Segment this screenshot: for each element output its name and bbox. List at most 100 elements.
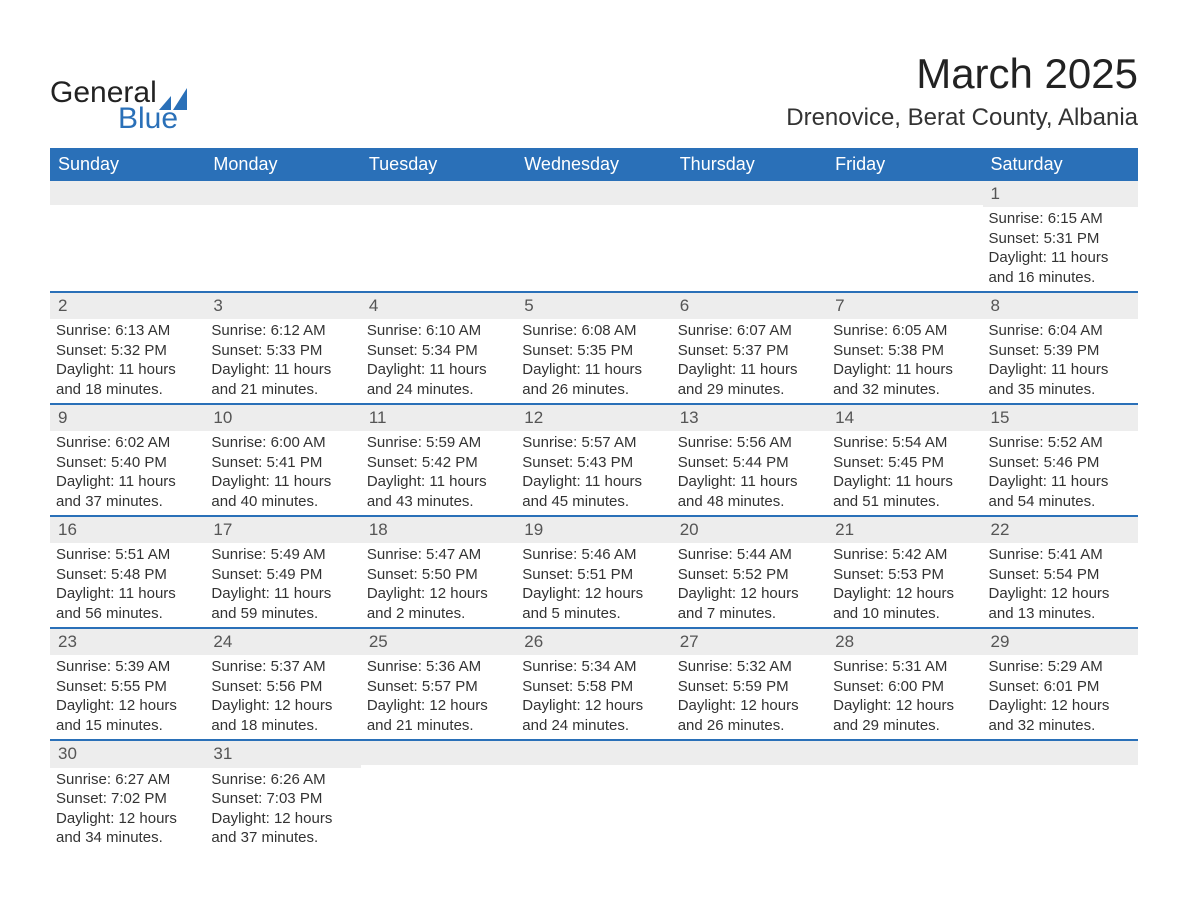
day-cell xyxy=(827,741,982,851)
day-number: 24 xyxy=(205,629,360,655)
day-sunrise: Sunrise: 5:51 AM xyxy=(56,545,199,565)
day-number xyxy=(516,181,671,205)
day-sunrise: Sunrise: 6:08 AM xyxy=(522,321,665,341)
day-number xyxy=(516,741,671,765)
day-sunset: Sunset: 5:58 PM xyxy=(522,677,665,697)
day-sunrise: Sunrise: 5:37 AM xyxy=(211,657,354,677)
day-cell xyxy=(361,741,516,851)
day-sunset: Sunset: 5:41 PM xyxy=(211,453,354,473)
day-sunset: Sunset: 5:35 PM xyxy=(522,341,665,361)
day-sunrise: Sunrise: 5:57 AM xyxy=(522,433,665,453)
day-dl2: and 32 minutes. xyxy=(989,716,1132,736)
day-sunset: Sunset: 5:32 PM xyxy=(56,341,199,361)
day-dl1: Daylight: 11 hours xyxy=(989,360,1132,380)
day-cell xyxy=(827,181,982,291)
day-dl1: Daylight: 11 hours xyxy=(56,584,199,604)
day-sunset: Sunset: 6:00 PM xyxy=(833,677,976,697)
day-number: 3 xyxy=(205,293,360,319)
day-dl2: and 10 minutes. xyxy=(833,604,976,624)
day-sunrise: Sunrise: 6:27 AM xyxy=(56,770,199,790)
day-cell: 4Sunrise: 6:10 AMSunset: 5:34 PMDaylight… xyxy=(361,293,516,403)
day-cell: 8Sunrise: 6:04 AMSunset: 5:39 PMDaylight… xyxy=(983,293,1138,403)
day-dl2: and 48 minutes. xyxy=(678,492,821,512)
day-dl2: and 56 minutes. xyxy=(56,604,199,624)
brand-logo: General Blue xyxy=(50,50,187,134)
day-cell: 30Sunrise: 6:27 AMSunset: 7:02 PMDayligh… xyxy=(50,741,205,851)
day-sunrise: Sunrise: 5:31 AM xyxy=(833,657,976,677)
day-details: Sunrise: 5:44 AMSunset: 5:52 PMDaylight:… xyxy=(672,543,827,627)
day-cell: 3Sunrise: 6:12 AMSunset: 5:33 PMDaylight… xyxy=(205,293,360,403)
day-dl1: Daylight: 12 hours xyxy=(989,584,1132,604)
day-dl2: and 7 minutes. xyxy=(678,604,821,624)
day-number: 2 xyxy=(50,293,205,319)
day-number: 17 xyxy=(205,517,360,543)
day-dl2: and 15 minutes. xyxy=(56,716,199,736)
day-dl1: Daylight: 12 hours xyxy=(522,696,665,716)
day-sunset: Sunset: 6:01 PM xyxy=(989,677,1132,697)
day-sunset: Sunset: 5:44 PM xyxy=(678,453,821,473)
day-dl1: Daylight: 12 hours xyxy=(367,696,510,716)
weekday-label: Sunday xyxy=(50,148,205,181)
day-sunset: Sunset: 5:53 PM xyxy=(833,565,976,585)
day-number: 8 xyxy=(983,293,1138,319)
day-cell xyxy=(361,181,516,291)
day-sunrise: Sunrise: 5:32 AM xyxy=(678,657,821,677)
day-details: Sunrise: 5:51 AMSunset: 5:48 PMDaylight:… xyxy=(50,543,205,627)
day-details: Sunrise: 5:57 AMSunset: 5:43 PMDaylight:… xyxy=(516,431,671,515)
day-number: 7 xyxy=(827,293,982,319)
day-number: 16 xyxy=(50,517,205,543)
day-cell: 13Sunrise: 5:56 AMSunset: 5:44 PMDayligh… xyxy=(672,405,827,515)
day-cell: 16Sunrise: 5:51 AMSunset: 5:48 PMDayligh… xyxy=(50,517,205,627)
day-dl2: and 21 minutes. xyxy=(211,380,354,400)
day-dl1: Daylight: 12 hours xyxy=(211,809,354,829)
day-details: Sunrise: 5:47 AMSunset: 5:50 PMDaylight:… xyxy=(361,543,516,627)
day-sunset: Sunset: 5:48 PM xyxy=(56,565,199,585)
day-dl1: Daylight: 11 hours xyxy=(833,360,976,380)
day-dl2: and 24 minutes. xyxy=(522,716,665,736)
day-dl1: Daylight: 12 hours xyxy=(522,584,665,604)
day-cell: 21Sunrise: 5:42 AMSunset: 5:53 PMDayligh… xyxy=(827,517,982,627)
day-cell: 31Sunrise: 6:26 AMSunset: 7:03 PMDayligh… xyxy=(205,741,360,851)
day-sunrise: Sunrise: 5:49 AM xyxy=(211,545,354,565)
title-block: March 2025 Drenovice, Berat County, Alba… xyxy=(786,50,1138,140)
day-dl2: and 24 minutes. xyxy=(367,380,510,400)
day-details: Sunrise: 5:52 AMSunset: 5:46 PMDaylight:… xyxy=(983,431,1138,515)
day-number: 25 xyxy=(361,629,516,655)
day-number: 4 xyxy=(361,293,516,319)
day-sunset: Sunset: 5:42 PM xyxy=(367,453,510,473)
day-sunset: Sunset: 5:59 PM xyxy=(678,677,821,697)
day-sunset: Sunset: 5:31 PM xyxy=(989,229,1132,249)
day-dl1: Daylight: 11 hours xyxy=(678,360,821,380)
calendar-body: 1Sunrise: 6:15 AMSunset: 5:31 PMDaylight… xyxy=(50,181,1138,852)
day-dl1: Daylight: 11 hours xyxy=(678,472,821,492)
day-cell: 22Sunrise: 5:41 AMSunset: 5:54 PMDayligh… xyxy=(983,517,1138,627)
day-dl1: Daylight: 12 hours xyxy=(211,696,354,716)
day-number xyxy=(672,181,827,205)
day-sunset: Sunset: 5:50 PM xyxy=(367,565,510,585)
day-details: Sunrise: 6:27 AMSunset: 7:02 PMDaylight:… xyxy=(50,768,205,852)
day-cell: 15Sunrise: 5:52 AMSunset: 5:46 PMDayligh… xyxy=(983,405,1138,515)
day-sunrise: Sunrise: 5:59 AM xyxy=(367,433,510,453)
day-number: 27 xyxy=(672,629,827,655)
day-sunset: Sunset: 5:55 PM xyxy=(56,677,199,697)
weekday-label: Monday xyxy=(205,148,360,181)
day-dl1: Daylight: 12 hours xyxy=(833,584,976,604)
day-details: Sunrise: 6:04 AMSunset: 5:39 PMDaylight:… xyxy=(983,319,1138,403)
day-details: Sunrise: 6:08 AMSunset: 5:35 PMDaylight:… xyxy=(516,319,671,403)
day-cell xyxy=(205,181,360,291)
day-sunset: Sunset: 5:49 PM xyxy=(211,565,354,585)
day-sunrise: Sunrise: 6:12 AM xyxy=(211,321,354,341)
day-cell xyxy=(672,181,827,291)
day-dl1: Daylight: 11 hours xyxy=(211,472,354,492)
day-number: 19 xyxy=(516,517,671,543)
day-dl1: Daylight: 11 hours xyxy=(833,472,976,492)
day-cell xyxy=(516,181,671,291)
day-sunset: Sunset: 5:57 PM xyxy=(367,677,510,697)
day-number: 20 xyxy=(672,517,827,543)
day-sunrise: Sunrise: 6:13 AM xyxy=(56,321,199,341)
day-dl1: Daylight: 11 hours xyxy=(367,472,510,492)
day-dl2: and 26 minutes. xyxy=(522,380,665,400)
weekday-label: Wednesday xyxy=(516,148,671,181)
day-sunrise: Sunrise: 5:42 AM xyxy=(833,545,976,565)
week-row: 9Sunrise: 6:02 AMSunset: 5:40 PMDaylight… xyxy=(50,403,1138,515)
